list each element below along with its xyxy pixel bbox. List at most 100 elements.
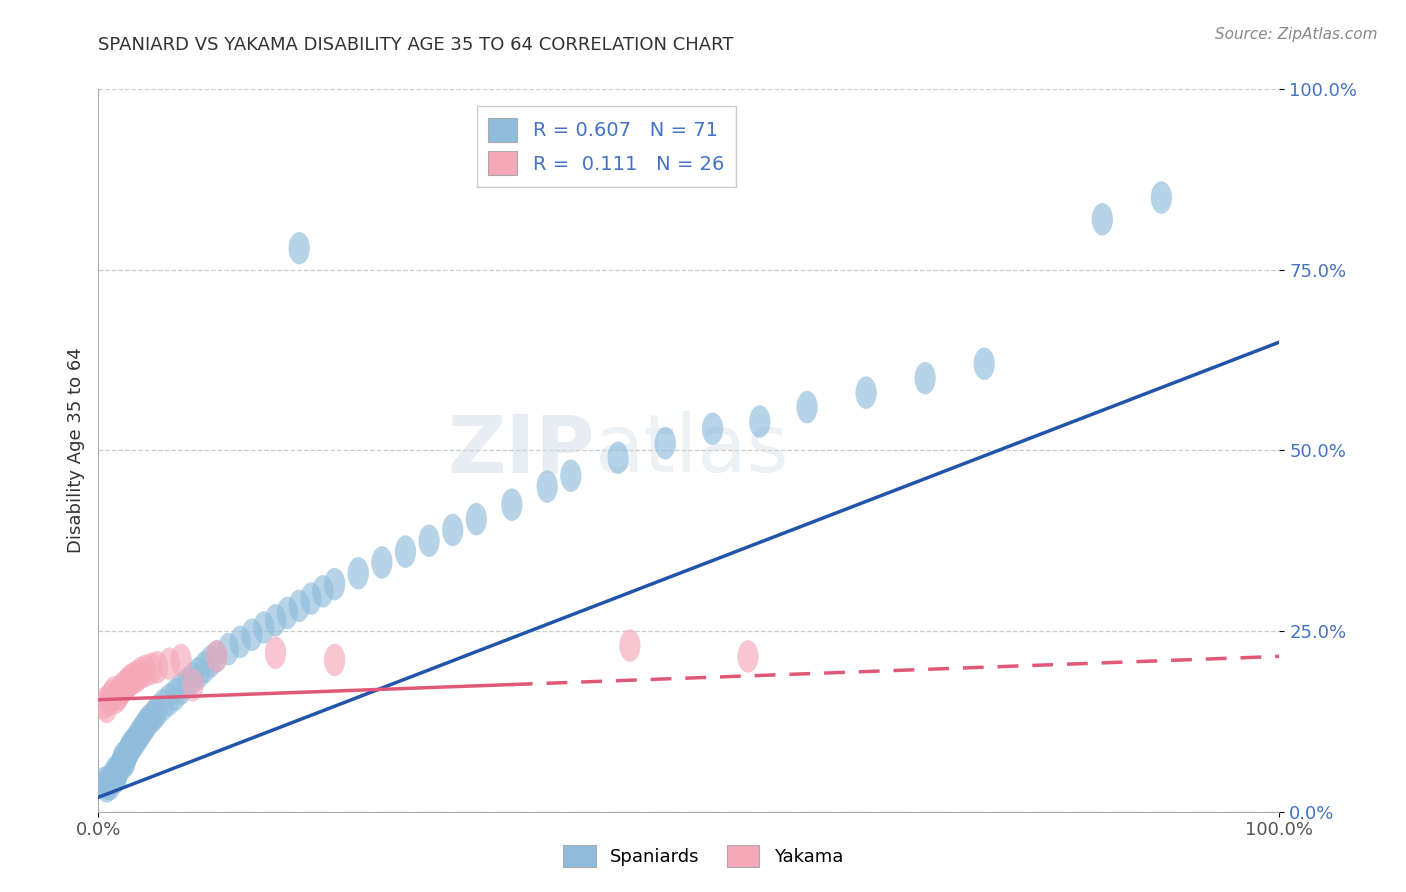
Ellipse shape (465, 503, 486, 535)
Ellipse shape (194, 651, 215, 683)
Ellipse shape (117, 736, 139, 769)
Ellipse shape (419, 524, 440, 557)
Ellipse shape (115, 669, 136, 701)
Ellipse shape (159, 648, 180, 680)
Ellipse shape (112, 671, 134, 704)
Legend: Spaniards, Yakama: Spaniards, Yakama (555, 838, 851, 874)
Ellipse shape (120, 664, 141, 697)
Ellipse shape (121, 729, 142, 762)
Ellipse shape (1150, 181, 1173, 214)
Ellipse shape (441, 514, 464, 546)
Ellipse shape (323, 644, 346, 676)
Ellipse shape (105, 761, 127, 793)
Ellipse shape (131, 716, 152, 748)
Ellipse shape (101, 680, 122, 713)
Ellipse shape (619, 629, 641, 662)
Ellipse shape (108, 754, 129, 786)
Ellipse shape (117, 739, 138, 772)
Ellipse shape (205, 640, 228, 673)
Ellipse shape (264, 604, 287, 637)
Legend: R = 0.607   N = 71, R =  0.111   N = 26: R = 0.607 N = 71, R = 0.111 N = 26 (477, 106, 735, 186)
Ellipse shape (120, 731, 141, 764)
Ellipse shape (135, 709, 156, 741)
Ellipse shape (128, 720, 149, 752)
Ellipse shape (107, 758, 128, 790)
Ellipse shape (702, 412, 723, 445)
Y-axis label: Disability Age 35 to 64: Disability Age 35 to 64 (66, 348, 84, 553)
Ellipse shape (108, 679, 129, 711)
Ellipse shape (135, 655, 156, 687)
Ellipse shape (141, 652, 162, 685)
Ellipse shape (94, 687, 115, 720)
Ellipse shape (98, 683, 120, 716)
Ellipse shape (104, 756, 125, 789)
Ellipse shape (170, 644, 191, 676)
Ellipse shape (749, 405, 770, 438)
Ellipse shape (110, 674, 132, 706)
Text: ZIP: ZIP (447, 411, 595, 490)
Ellipse shape (118, 734, 139, 766)
Ellipse shape (242, 618, 263, 651)
Ellipse shape (395, 535, 416, 568)
Ellipse shape (655, 427, 676, 459)
Ellipse shape (117, 667, 139, 699)
Ellipse shape (264, 637, 287, 669)
Ellipse shape (277, 597, 298, 629)
Ellipse shape (301, 582, 322, 615)
Ellipse shape (218, 633, 239, 665)
Ellipse shape (737, 640, 759, 673)
Ellipse shape (200, 645, 221, 678)
Ellipse shape (141, 701, 162, 734)
Ellipse shape (560, 459, 582, 492)
Ellipse shape (796, 391, 818, 424)
Ellipse shape (111, 745, 132, 778)
Text: Source: ZipAtlas.com: Source: ZipAtlas.com (1215, 27, 1378, 42)
Ellipse shape (183, 669, 204, 701)
Ellipse shape (229, 625, 250, 658)
Ellipse shape (183, 662, 204, 694)
Ellipse shape (537, 470, 558, 503)
Ellipse shape (110, 748, 132, 781)
Ellipse shape (170, 673, 191, 706)
Ellipse shape (188, 657, 209, 690)
Ellipse shape (323, 568, 346, 600)
Ellipse shape (94, 766, 115, 799)
Ellipse shape (124, 727, 145, 759)
Ellipse shape (114, 747, 135, 779)
Ellipse shape (112, 741, 134, 773)
Ellipse shape (97, 765, 118, 797)
Text: SPANIARD VS YAKAMA DISABILITY AGE 35 TO 64 CORRELATION CHART: SPANIARD VS YAKAMA DISABILITY AGE 35 TO … (98, 36, 734, 54)
Ellipse shape (124, 662, 145, 694)
Ellipse shape (288, 232, 309, 264)
Ellipse shape (914, 362, 936, 394)
Ellipse shape (145, 698, 166, 731)
Ellipse shape (125, 723, 146, 756)
Ellipse shape (132, 713, 153, 745)
Ellipse shape (146, 651, 169, 683)
Ellipse shape (253, 611, 274, 644)
Ellipse shape (1091, 203, 1114, 235)
Ellipse shape (105, 681, 127, 714)
Ellipse shape (100, 768, 121, 800)
Ellipse shape (115, 743, 136, 776)
Ellipse shape (96, 690, 117, 723)
Ellipse shape (347, 557, 368, 590)
Ellipse shape (371, 546, 392, 579)
Ellipse shape (165, 679, 186, 711)
Ellipse shape (96, 770, 117, 803)
Ellipse shape (127, 659, 148, 692)
Ellipse shape (103, 759, 124, 792)
Ellipse shape (138, 706, 159, 738)
Ellipse shape (855, 376, 877, 409)
Ellipse shape (501, 489, 523, 521)
Ellipse shape (312, 575, 333, 607)
Ellipse shape (103, 676, 124, 709)
Ellipse shape (973, 348, 995, 380)
Ellipse shape (176, 667, 198, 699)
Ellipse shape (607, 442, 628, 474)
Ellipse shape (153, 689, 174, 721)
Ellipse shape (146, 694, 169, 727)
Ellipse shape (288, 590, 309, 622)
Ellipse shape (103, 763, 124, 796)
Text: atlas: atlas (595, 411, 789, 490)
